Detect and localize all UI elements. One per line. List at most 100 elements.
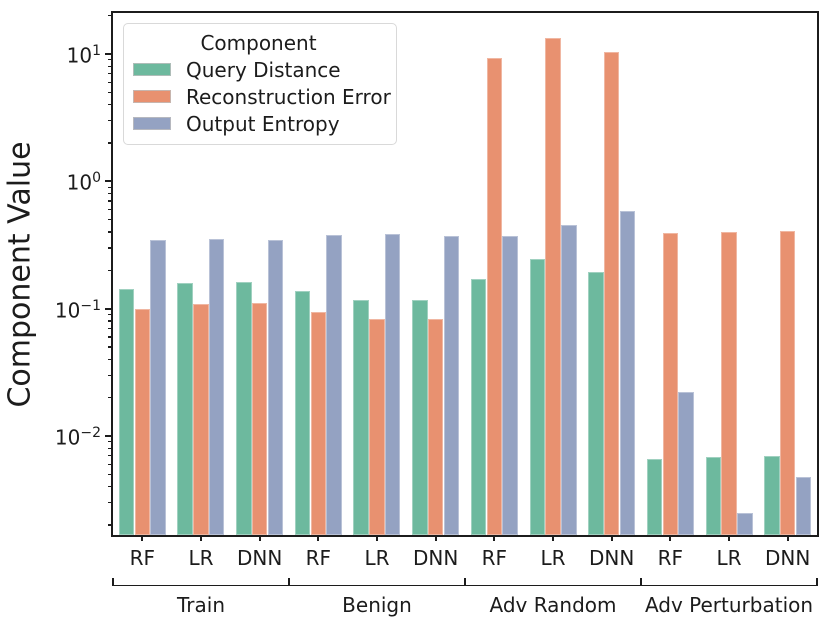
bar-reconstruction-error-3: [310, 311, 327, 535]
y-minor-tick: [108, 186, 113, 188]
category-label-train: Train: [177, 593, 225, 617]
y-minor-tick: [108, 231, 113, 233]
bar-output-entropy-6: [502, 235, 518, 535]
y-minor-tick: [108, 463, 113, 465]
y-minor-tick: [108, 73, 113, 75]
x-tick: [669, 535, 672, 541]
bar-output-entropy-11: [795, 476, 812, 535]
bar-output-entropy-1: [208, 239, 225, 535]
y-minor-tick: [108, 486, 113, 488]
x-tick-label-lr-7: LR: [540, 546, 566, 570]
y-major-tick: [105, 180, 113, 183]
legend-item-output-entropy: Output Entropy: [133, 110, 384, 137]
legend-label: Reconstruction Error: [186, 84, 391, 109]
y-minor-tick: [108, 91, 113, 93]
y-major-tick: [105, 307, 113, 310]
y-minor-tick: [108, 247, 113, 249]
x-tick: [552, 535, 554, 541]
bar-query-distance-3: [294, 290, 311, 535]
bar-output-entropy-5: [443, 235, 460, 535]
category-label-adv-perturbation: Adv Perturbation: [644, 593, 814, 617]
bar-reconstruction-error-10: [721, 232, 737, 535]
bar-query-distance-6: [470, 279, 487, 535]
bar-query-distance-8: [588, 272, 604, 535]
y-minor-tick: [108, 358, 113, 360]
legend-item-reconstruction-error: Reconstruction Error: [133, 83, 391, 110]
bar-reconstruction-error-7: [545, 37, 561, 535]
bar-output-entropy-0: [150, 239, 166, 535]
bar-reconstruction-error-8: [603, 52, 620, 535]
x-tick: [434, 535, 437, 541]
y-tick-label: 10−1: [54, 297, 101, 323]
x-tick: [493, 535, 496, 541]
x-tick-label-lr-1: LR: [188, 546, 214, 570]
bar-query-distance-0: [118, 288, 135, 535]
y-minor-tick: [108, 142, 113, 144]
category-bracket-tick: [464, 578, 466, 586]
x-tick-label-rf-9: RF: [657, 546, 684, 570]
legend-swatch-icon: [133, 63, 171, 76]
y-minor-tick: [108, 397, 113, 399]
y-minor-tick: [108, 374, 113, 376]
y-minor-tick: [108, 120, 113, 122]
x-tick: [317, 535, 320, 541]
bar-reconstruction-error-11: [779, 230, 796, 535]
y-minor-tick: [108, 346, 113, 348]
bar-output-entropy-8: [619, 210, 636, 535]
category-bracket-tick: [640, 578, 642, 586]
bar-reconstruction-error-9: [662, 233, 679, 535]
y-minor-tick: [108, 104, 113, 106]
category-bracket-tick: [288, 578, 290, 586]
x-tick: [200, 535, 202, 541]
legend-swatch-icon: [133, 90, 171, 103]
bar-output-entropy-2: [267, 239, 284, 535]
y-minor-tick: [108, 524, 113, 526]
y-minor-tick: [108, 209, 113, 211]
bar-query-distance-7: [529, 258, 546, 535]
category-label-benign: Benign: [342, 593, 412, 617]
y-minor-tick: [108, 473, 113, 475]
bar-reconstruction-error-0: [134, 308, 151, 535]
x-tick-label-dnn-11: DNN: [764, 546, 811, 570]
x-tick: [258, 535, 261, 541]
y-minor-tick: [108, 320, 113, 322]
category-label-adv-random: Adv Random: [489, 593, 617, 617]
x-tick-label-rf-6: RF: [481, 546, 508, 570]
legend: Component Query Distance Reconstruction E…: [123, 23, 397, 145]
category-bracket-tick: [112, 578, 114, 586]
legend-title: Component: [200, 31, 317, 55]
bar-output-entropy-9: [678, 392, 694, 535]
y-minor-tick: [108, 455, 113, 457]
legend-swatch-icon: [133, 117, 171, 130]
bar-query-distance-10: [705, 457, 722, 535]
category-bracket-tick: [816, 578, 818, 586]
x-tick-label-rf-3: RF: [305, 546, 332, 570]
legend-item-query-distance: Query Distance: [133, 56, 384, 83]
x-tick-label-dnn-2: DNN: [236, 546, 283, 570]
x-tick-label-rf-0: RF: [129, 546, 156, 570]
x-tick: [610, 535, 613, 541]
y-tick-label: 101: [66, 43, 101, 68]
y-major-tick: [105, 435, 113, 437]
bar-output-entropy-4: [384, 233, 401, 535]
bar-reconstruction-error-1: [193, 303, 209, 535]
bar-output-entropy-7: [560, 225, 577, 535]
y-minor-tick: [108, 15, 113, 17]
y-minor-tick: [108, 447, 113, 449]
bar-query-distance-5: [412, 299, 428, 535]
y-minor-tick: [108, 502, 113, 504]
legend-label: Output Entropy: [186, 111, 340, 136]
x-tick: [376, 535, 378, 541]
bar-output-entropy-3: [326, 235, 342, 535]
y-minor-tick: [108, 65, 113, 67]
bar-reconstruction-error-5: [427, 319, 444, 535]
y-minor-tick: [108, 269, 113, 271]
y-minor-tick: [108, 200, 113, 202]
bar-query-distance-4: [353, 300, 370, 535]
bar-reconstruction-error-4: [369, 319, 385, 535]
bar-query-distance-9: [646, 459, 663, 535]
bar-query-distance-2: [236, 282, 252, 535]
x-tick-label-lr-10: LR: [716, 546, 742, 570]
x-tick-label-dnn-5: DNN: [412, 546, 459, 570]
